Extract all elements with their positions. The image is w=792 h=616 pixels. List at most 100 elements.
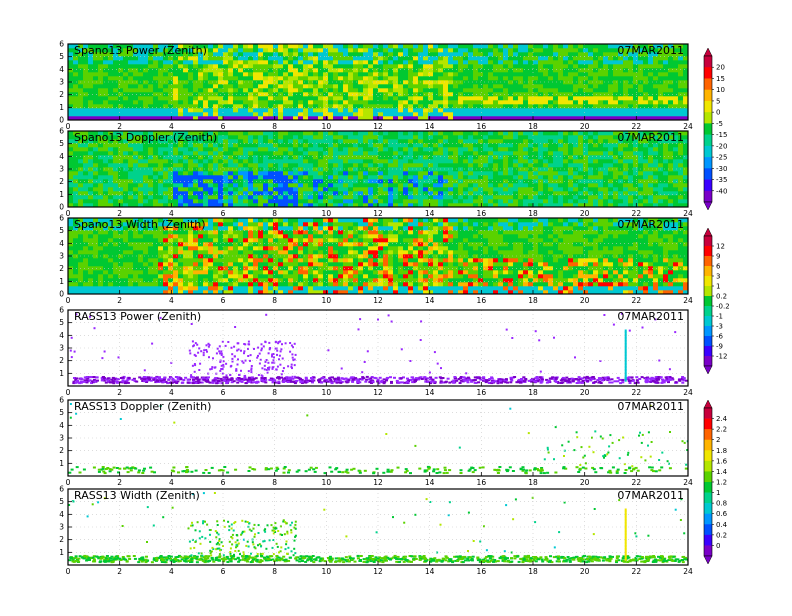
heatmap-cell xyxy=(458,183,463,187)
heatmap-cell xyxy=(153,155,158,159)
heatmap-cell xyxy=(643,68,648,72)
heatmap-cell xyxy=(463,131,468,135)
heatmap-cell xyxy=(458,191,463,195)
heatmap-cell xyxy=(183,199,188,203)
heatmap-cell xyxy=(118,191,123,195)
heatmap-cell xyxy=(303,100,308,104)
heatmap-cell xyxy=(313,131,318,135)
heatmap-cell xyxy=(553,151,558,155)
heatmap-cell xyxy=(523,151,528,155)
heatmap-cell xyxy=(508,64,513,68)
heatmap-cell xyxy=(388,155,393,159)
heatmap-cell xyxy=(333,60,338,64)
heatmap-cell xyxy=(373,179,378,183)
heatmap-cell xyxy=(628,88,633,92)
heatmap-cell xyxy=(288,72,293,76)
heatmap-cell xyxy=(643,151,648,155)
heatmap-cell xyxy=(528,159,533,163)
heatmap-cell xyxy=(608,88,613,92)
heatmap-cell xyxy=(98,238,103,242)
heatmap-cell xyxy=(628,195,633,199)
heatmap-cell xyxy=(413,104,418,108)
heatmap-cell xyxy=(643,175,648,179)
heatmap-cell xyxy=(603,112,608,116)
heatmap-cell xyxy=(273,171,278,175)
heatmap-cell xyxy=(618,100,623,104)
heatmap-cell xyxy=(303,60,308,64)
heatmap-cell xyxy=(618,159,623,163)
heatmap-cell xyxy=(368,151,373,155)
heatmap-cell xyxy=(338,52,343,56)
heatmap-cell xyxy=(568,131,573,135)
heatmap-cell xyxy=(433,195,438,199)
heatmap-cell xyxy=(103,191,108,195)
heatmap-cell xyxy=(403,187,408,191)
heatmap-cell xyxy=(393,52,398,56)
heatmap-cell xyxy=(233,131,238,135)
heatmap-cell xyxy=(548,163,553,167)
heatmap-cell xyxy=(233,48,238,52)
heatmap-cell xyxy=(548,76,553,80)
heatmap-cell xyxy=(643,183,648,187)
heatmap-cell xyxy=(428,147,433,151)
heatmap-cell xyxy=(83,163,88,167)
heatmap-cell xyxy=(78,84,83,88)
heatmap-cell xyxy=(173,112,178,116)
heatmap-cell xyxy=(453,84,458,88)
heatmap-cell xyxy=(473,151,478,155)
heatmap-cell xyxy=(518,60,523,64)
heatmap-cell xyxy=(263,199,268,203)
heatmap-cell xyxy=(508,135,513,139)
heatmap-cell xyxy=(223,163,228,167)
heatmap-cell xyxy=(323,151,328,155)
heatmap-cell xyxy=(453,56,458,60)
heatmap-cell xyxy=(358,44,363,48)
heatmap-cell xyxy=(418,171,423,175)
heatmap-cell xyxy=(163,183,168,187)
heatmap-cell xyxy=(363,56,368,60)
heatmap-cell xyxy=(638,88,643,92)
heatmap-cell xyxy=(103,64,108,68)
heatmap-cell xyxy=(418,159,423,163)
heatmap-cell xyxy=(83,199,88,203)
heatmap-cell xyxy=(333,68,338,72)
heatmap-cell xyxy=(328,72,333,76)
heatmap-cell xyxy=(593,64,598,68)
heatmap-cell xyxy=(623,112,628,116)
heatmap-cell xyxy=(563,143,568,147)
heatmap-cell xyxy=(483,179,488,183)
heatmap-cell xyxy=(168,191,173,195)
heatmap-cell xyxy=(508,84,513,88)
heatmap-cell xyxy=(228,64,233,68)
heatmap-cell xyxy=(208,44,213,48)
heatmap-cell xyxy=(103,250,108,254)
heatmap-cell xyxy=(553,175,558,179)
heatmap-cell xyxy=(468,100,473,104)
heatmap-cell xyxy=(623,167,628,171)
heatmap-cell xyxy=(323,155,328,159)
heatmap-cell xyxy=(318,183,323,187)
heatmap-cell xyxy=(303,52,308,56)
heatmap-cell xyxy=(293,187,298,191)
heatmap-cell xyxy=(198,183,203,187)
heatmap-cell xyxy=(533,143,538,147)
heatmap-cell xyxy=(433,52,438,56)
heatmap-cell xyxy=(143,195,148,199)
heatmap-cell xyxy=(463,44,468,48)
x-tick-label: 24 xyxy=(683,209,693,218)
heatmap-cell xyxy=(358,68,363,72)
heatmap-cell xyxy=(398,163,403,167)
heatmap-cell xyxy=(198,175,203,179)
heatmap-cell xyxy=(73,242,78,246)
heatmap-cell xyxy=(338,131,343,135)
heatmap-cell xyxy=(578,108,583,112)
heatmap-cell xyxy=(378,131,383,135)
heatmap-cell xyxy=(608,131,613,135)
heatmap-cell xyxy=(523,104,528,108)
heatmap-cell xyxy=(168,151,173,155)
heatmap-cell xyxy=(318,104,323,108)
heatmap-cell xyxy=(113,179,118,183)
heatmap-cell xyxy=(363,112,368,116)
heatmap-cell xyxy=(258,108,263,112)
heatmap-cell xyxy=(648,179,653,183)
